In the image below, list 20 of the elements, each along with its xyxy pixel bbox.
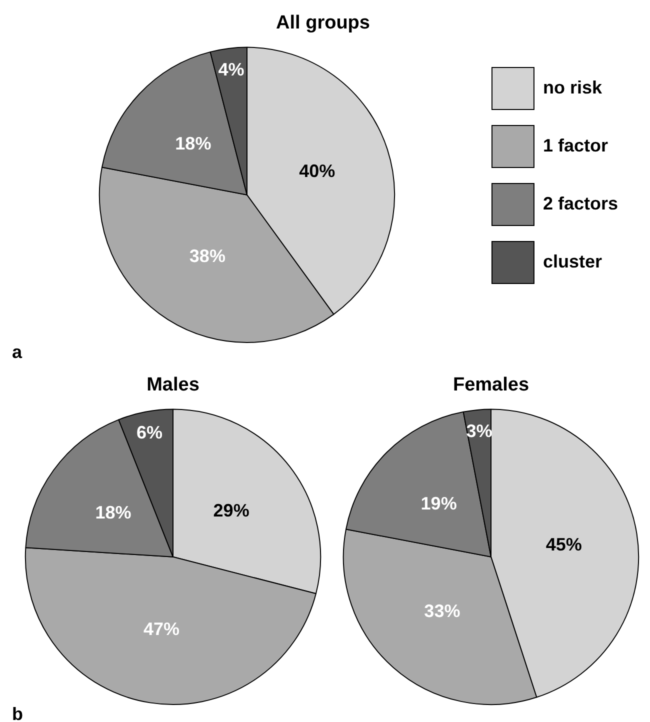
chart-title: Females (452, 374, 530, 396)
data-label: 18% (175, 133, 212, 154)
legend-label: cluster (542, 251, 602, 272)
data-label: 38% (189, 246, 226, 266)
chart-title: Males (146, 374, 200, 396)
legend-label: 2 factors (542, 193, 618, 214)
data-label: 33% (424, 601, 460, 622)
data-label: 4% (218, 59, 244, 80)
legend-label: no risk (542, 77, 603, 98)
data-label: 6% (136, 422, 162, 443)
chart-title: All groups (276, 12, 370, 34)
data-label: 40% (299, 161, 336, 182)
data-label: 45% (546, 534, 582, 554)
data-label: 19% (420, 494, 457, 514)
data-label: 29% (213, 500, 250, 521)
data-label: 47% (143, 618, 180, 639)
data-label: 18% (95, 502, 132, 522)
legend-label: 1 factor (542, 135, 608, 156)
text: b (12, 704, 23, 722)
text: a (12, 342, 22, 363)
